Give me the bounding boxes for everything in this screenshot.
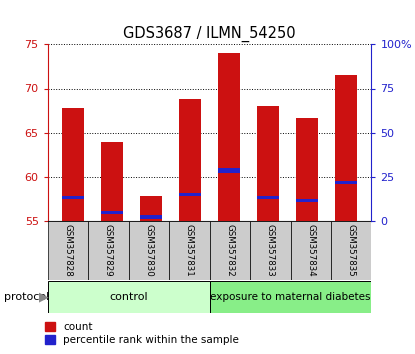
- Bar: [296, 118, 318, 221]
- Bar: [48, 281, 210, 313]
- Text: GSM357832: GSM357832: [225, 224, 234, 277]
- Bar: [331, 221, 371, 280]
- Bar: [140, 216, 162, 219]
- Text: exposure to maternal diabetes: exposure to maternal diabetes: [210, 292, 371, 302]
- Bar: [62, 108, 84, 221]
- Text: GSM357829: GSM357829: [104, 224, 113, 277]
- Bar: [257, 196, 279, 199]
- Bar: [210, 281, 371, 313]
- Bar: [101, 211, 123, 214]
- Bar: [218, 168, 240, 173]
- Bar: [218, 53, 240, 221]
- Bar: [179, 193, 201, 196]
- Bar: [101, 142, 123, 221]
- Bar: [335, 181, 357, 184]
- Text: GSM357833: GSM357833: [266, 224, 275, 277]
- Text: control: control: [109, 292, 148, 302]
- Text: GSM357835: GSM357835: [347, 224, 356, 277]
- Text: GSM357834: GSM357834: [306, 224, 315, 277]
- Text: ▶: ▶: [39, 291, 49, 304]
- Bar: [250, 221, 290, 280]
- Text: GSM357830: GSM357830: [144, 224, 154, 277]
- Bar: [290, 221, 331, 280]
- Bar: [129, 221, 169, 280]
- Text: protocol: protocol: [4, 292, 49, 302]
- Legend: count, percentile rank within the sample: count, percentile rank within the sample: [45, 322, 239, 345]
- Bar: [62, 196, 84, 199]
- Bar: [88, 221, 129, 280]
- Bar: [335, 75, 357, 221]
- Text: GSM357831: GSM357831: [185, 224, 194, 277]
- Bar: [257, 106, 279, 221]
- Text: GSM357828: GSM357828: [63, 224, 73, 277]
- Bar: [296, 199, 318, 202]
- Bar: [210, 221, 250, 280]
- Bar: [48, 221, 88, 280]
- Bar: [179, 99, 201, 221]
- Title: GDS3687 / ILMN_54250: GDS3687 / ILMN_54250: [123, 25, 296, 41]
- Bar: [169, 221, 210, 280]
- Bar: [140, 196, 162, 221]
